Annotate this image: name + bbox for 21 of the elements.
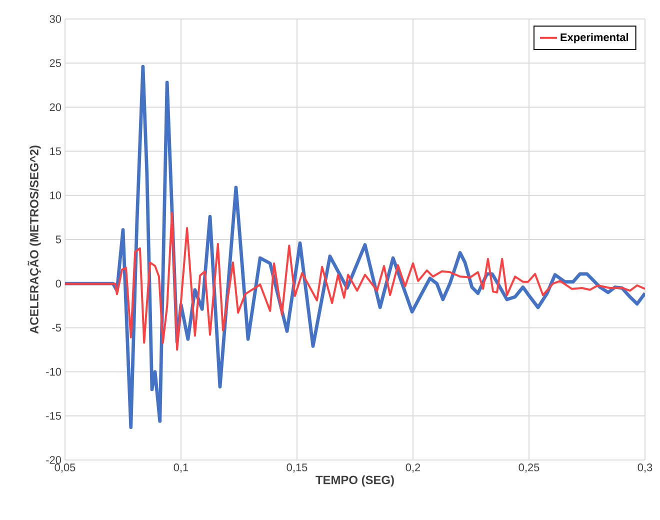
y-tick-label: -20 (46, 456, 62, 464)
x-tick-label: 0,1 (174, 464, 188, 473)
y-tick-label: 10 (50, 192, 62, 200)
x-tick-label: 0,3 (638, 464, 652, 473)
y-tick-label: -5 (52, 324, 62, 332)
x-tick-label: 0,25 (518, 464, 540, 473)
x-axis-title: TEMPO (SEG) (316, 475, 394, 487)
x-tick-label: 0,2 (406, 464, 420, 473)
y-tick-label: -10 (46, 368, 62, 376)
y-tick-label: 0 (56, 280, 62, 288)
x-tick-label: 0,15 (286, 464, 308, 473)
y-tick-label: 5 (56, 236, 62, 244)
legend-label: Experimental (560, 33, 628, 44)
x-tick-label: 0,05 (54, 464, 76, 473)
y-tick-label: 30 (50, 15, 62, 23)
line-series (65, 212, 646, 351)
y-tick-label: 20 (50, 103, 62, 112)
y-tick-label: 25 (50, 59, 62, 67)
y-tick-label: 15 (50, 147, 62, 156)
y-axis-title: ACELERAÇÃO (METROS/SEG^2) (28, 146, 41, 334)
y-tick-label: -15 (46, 412, 62, 420)
